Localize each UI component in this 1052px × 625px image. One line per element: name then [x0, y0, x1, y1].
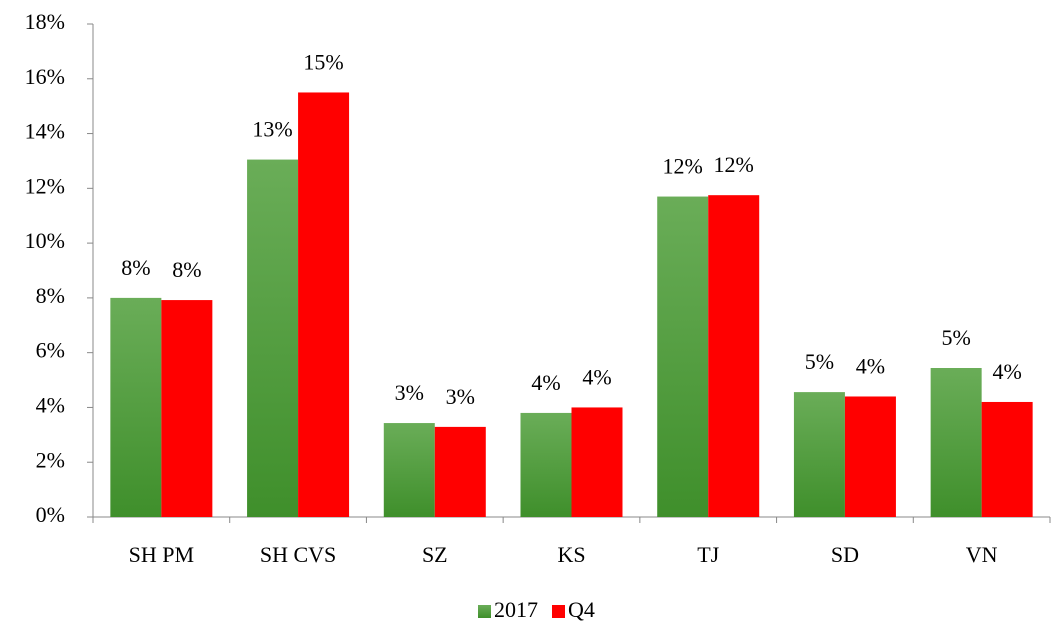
y-tick-label: 8% — [36, 283, 65, 308]
bar — [520, 412, 572, 517]
data-label: 12% — [663, 154, 703, 179]
bar — [161, 300, 213, 517]
data-label: 5% — [805, 349, 834, 374]
legend-swatch — [552, 605, 565, 618]
data-label: 8% — [172, 257, 201, 282]
data-label: 4% — [582, 364, 611, 389]
y-tick-label: 12% — [25, 173, 65, 198]
data-label: 12% — [714, 152, 754, 177]
data-label: 4% — [531, 370, 560, 395]
data-label: 3% — [446, 384, 475, 409]
x-tick-label: SH PM — [129, 542, 194, 567]
data-label: 3% — [395, 380, 424, 405]
bar — [571, 407, 623, 517]
data-label: 5% — [941, 325, 970, 350]
y-tick-label: 6% — [36, 338, 65, 363]
legend-label: 2017 — [494, 597, 538, 622]
bar — [657, 196, 709, 518]
y-tick-label: 18% — [25, 9, 65, 34]
x-tick-label: TJ — [697, 542, 719, 567]
bar — [110, 297, 162, 517]
data-label: 4% — [992, 359, 1021, 384]
x-tick-label: VN — [966, 542, 998, 567]
bar — [930, 368, 982, 517]
bar — [844, 396, 896, 517]
y-tick-label: 16% — [25, 64, 65, 89]
x-tick-label: SZ — [422, 542, 448, 567]
y-tick-label: 2% — [36, 447, 65, 472]
bar — [298, 92, 350, 517]
x-tick-label: SD — [831, 542, 859, 567]
data-label: 13% — [252, 117, 292, 142]
x-tick-label: KS — [557, 542, 585, 567]
y-tick-label: 0% — [36, 502, 65, 527]
bar — [383, 423, 435, 517]
legend-label: Q4 — [568, 597, 595, 622]
bar — [981, 401, 1033, 517]
bar — [247, 159, 299, 517]
data-label: 4% — [856, 354, 885, 379]
y-tick-label: 14% — [25, 119, 65, 144]
bar — [434, 426, 486, 517]
x-tick-label: SH CVS — [260, 542, 336, 567]
data-label: 15% — [303, 50, 343, 75]
data-label: 8% — [121, 255, 150, 280]
legend-swatch — [478, 605, 491, 618]
y-tick-label: 10% — [25, 228, 65, 253]
y-tick-label: 4% — [36, 392, 65, 417]
bar — [708, 195, 760, 518]
bar — [793, 392, 845, 517]
